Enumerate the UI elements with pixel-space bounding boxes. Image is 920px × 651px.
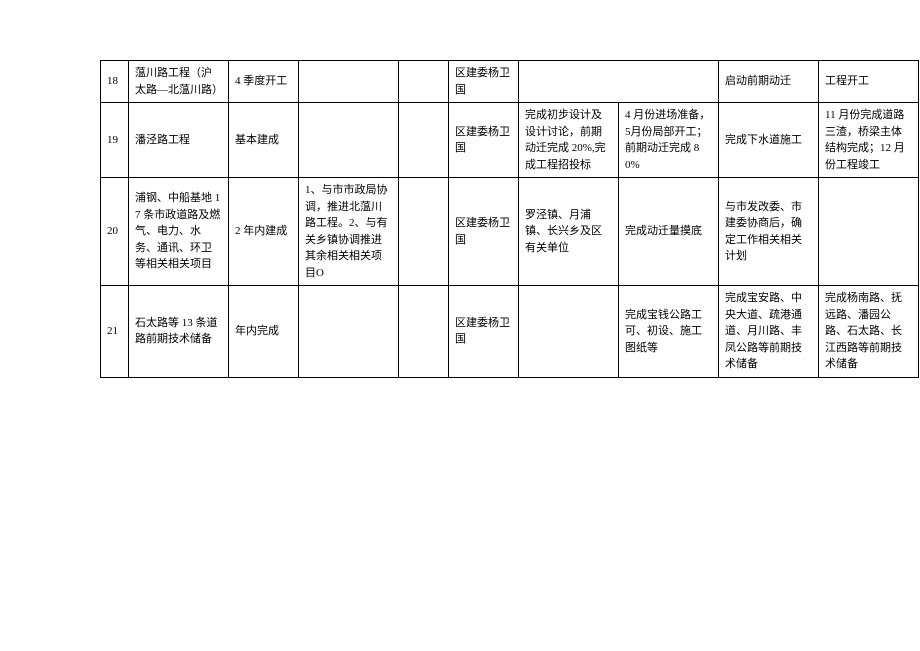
table-row: 21 石太路等 13 条道路前期技术储备 年内完成 区建委杨卫国 完成宝钱公路工…	[101, 286, 919, 378]
cell	[299, 103, 399, 178]
cell: 区建委杨卫国	[449, 61, 519, 103]
cell: 区建委杨卫国	[449, 286, 519, 378]
cell	[519, 286, 619, 378]
cell	[399, 286, 449, 378]
cell: 完成宝钱公路工可、初设、施工图纸等	[619, 286, 719, 378]
table-row: 19 潘泾路工程 基本建成 区建委杨卫国 完成初步设计及设计讨论，前期动迁完成 …	[101, 103, 919, 178]
cell: 完成宝安路、中央大道、疏港通道、月川路、丰凤公路等前期技术储备	[719, 286, 819, 378]
cell: 基本建成	[229, 103, 299, 178]
cell	[519, 61, 719, 103]
table-row: 18 蕰川路工程（沪太路—北蕰川路） 4 季度开工 区建委杨卫国 启动前期动迁 …	[101, 61, 919, 103]
project-name: 石太路等 13 条道路前期技术储备	[129, 286, 229, 378]
cell: 完成动迁量摸底	[619, 178, 719, 286]
cell: 完成初步设计及设计讨论，前期动迁完成 20%,完成工程招投标	[519, 103, 619, 178]
cell	[299, 286, 399, 378]
cell: 完成下水道施工	[719, 103, 819, 178]
project-name: 潘泾路工程	[129, 103, 229, 178]
row-number: 21	[101, 286, 129, 378]
cell: 4 季度开工	[229, 61, 299, 103]
cell	[299, 61, 399, 103]
cell: 区建委杨卫国	[449, 103, 519, 178]
row-number: 18	[101, 61, 129, 103]
cell: 罗泾镇、月浦镇、长兴乡及区有关单位	[519, 178, 619, 286]
cell: 年内完成	[229, 286, 299, 378]
cell: 启动前期动迁	[719, 61, 819, 103]
cell	[399, 103, 449, 178]
project-name: 浦钢、中船基地 17 条市政道路及燃气、电力、水务、通讯、环卫等相关相关项目	[129, 178, 229, 286]
cell: 工程开工	[819, 61, 919, 103]
cell: 区建委杨卫国	[449, 178, 519, 286]
cell: 完成杨南路、抚远路、潘园公路、石太路、长江西路等前期技术储备	[819, 286, 919, 378]
cell: 2 年内建成	[229, 178, 299, 286]
project-table: 18 蕰川路工程（沪太路—北蕰川路） 4 季度开工 区建委杨卫国 启动前期动迁 …	[100, 60, 919, 378]
row-number: 20	[101, 178, 129, 286]
cell	[819, 178, 919, 286]
cell: 与市发改委、市建委协商后，确定工作相关相关计划	[719, 178, 819, 286]
cell: 4 月份进场准备，5月份局部开工；前期动迁完成 80%	[619, 103, 719, 178]
cell	[399, 61, 449, 103]
table-row: 20 浦钢、中船基地 17 条市政道路及燃气、电力、水务、通讯、环卫等相关相关项…	[101, 178, 919, 286]
cell: 1、与市市政局协调，推进北蕰川路工程。2、与有关乡镇协调推进其余相关相关项目O	[299, 178, 399, 286]
project-name: 蕰川路工程（沪太路—北蕰川路）	[129, 61, 229, 103]
cell	[399, 178, 449, 286]
row-number: 19	[101, 103, 129, 178]
cell: 11 月份完成道路三渣，桥梁主体结构完成；12 月份工程竣工	[819, 103, 919, 178]
